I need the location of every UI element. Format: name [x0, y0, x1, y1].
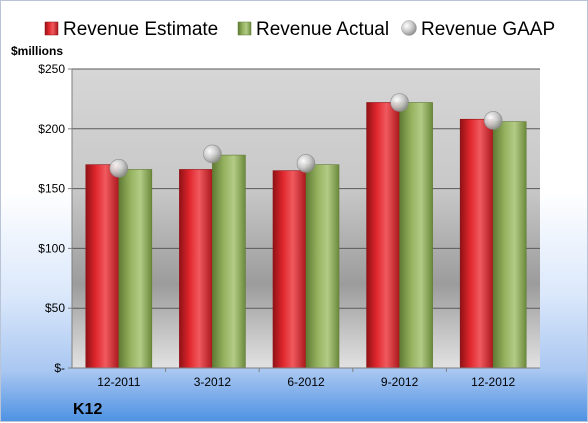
- y-axis-unit-label: $millions: [11, 44, 63, 58]
- bar-revenue-estimate: [85, 164, 120, 369]
- x-tick-label: 9-2012: [381, 375, 419, 389]
- legend-item-estimate: Revenue Estimate: [44, 19, 218, 40]
- bar-revenue-actual: [212, 154, 246, 369]
- y-axis: $- $50 $100 $150 $200 $250: [38, 62, 72, 375]
- y-tick-label: $-: [54, 361, 65, 375]
- legend-swatch-actual: [237, 21, 252, 36]
- gaap-markers: [109, 93, 503, 178]
- y-tick-label: $150: [38, 182, 65, 196]
- legend: Revenue Estimate Revenue Actual Revenue …: [44, 19, 555, 40]
- x-tick-label: 12-2012: [471, 375, 515, 389]
- bars: [85, 102, 527, 369]
- bar-revenue-estimate: [459, 118, 494, 369]
- legend-label-actual: Revenue Actual: [256, 19, 389, 40]
- legend-swatch-gaap: [401, 20, 417, 36]
- bar-revenue-estimate: [366, 102, 400, 369]
- x-tick-label: 3-2012: [194, 375, 232, 389]
- y-tick-label: $250: [38, 62, 65, 76]
- y-tick-label: $50: [45, 301, 65, 315]
- bar-revenue-estimate: [272, 170, 307, 369]
- bar-revenue-actual: [305, 164, 340, 369]
- x-axis: 12-2011 3-2012 6-2012 9-2012 12-2012: [97, 368, 516, 389]
- bar-revenue-actual: [399, 102, 433, 369]
- legend-item-gaap: Revenue GAAP: [401, 19, 555, 40]
- x-tick-label: 12-2011: [97, 375, 140, 389]
- legend-swatch-estimate: [44, 21, 59, 36]
- legend-item-actual: Revenue Actual: [237, 19, 389, 40]
- marker-revenue-gaap: [483, 111, 503, 130]
- bar-revenue-actual: [118, 169, 153, 369]
- marker-revenue-gaap: [109, 158, 129, 178]
- legend-label-estimate: Revenue Estimate: [63, 19, 218, 40]
- marker-revenue-gaap: [203, 144, 222, 164]
- bar-revenue-actual: [492, 121, 527, 369]
- marker-revenue-gaap: [390, 93, 409, 112]
- marker-revenue-gaap: [296, 154, 316, 173]
- company-label: K12: [73, 401, 102, 418]
- x-tick-label: 6-2012: [287, 375, 325, 389]
- bar-revenue-estimate: [179, 169, 213, 369]
- y-tick-label: $200: [38, 122, 65, 136]
- legend-label-gaap: Revenue GAAP: [421, 19, 555, 40]
- y-tick-label: $100: [38, 241, 65, 255]
